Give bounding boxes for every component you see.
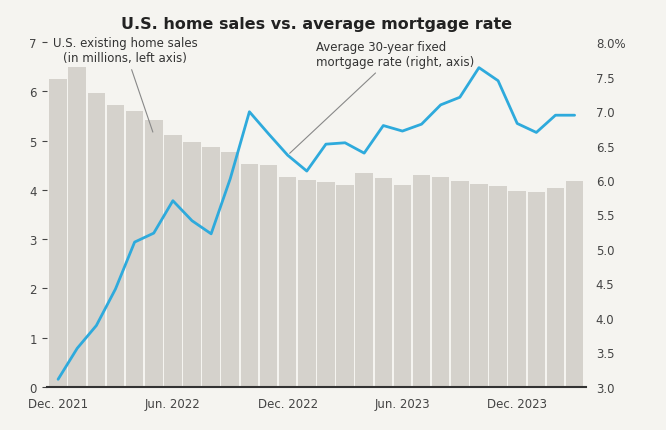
Bar — [298, 181, 316, 387]
Bar — [69, 68, 86, 387]
Bar — [451, 181, 469, 387]
Bar — [547, 189, 564, 387]
Bar — [490, 187, 507, 387]
Bar — [394, 185, 411, 387]
Bar — [279, 178, 296, 387]
Bar — [240, 164, 258, 387]
Bar — [527, 192, 545, 387]
Text: Average 30-year fixed
mortgage rate (right, axis): Average 30-year fixed mortgage rate (rig… — [290, 41, 475, 154]
Bar — [508, 192, 526, 387]
Bar — [87, 94, 105, 387]
Bar — [317, 183, 335, 387]
Bar — [145, 121, 163, 387]
Bar — [336, 185, 354, 387]
Bar — [222, 153, 239, 387]
Bar — [470, 184, 488, 387]
Bar — [260, 166, 277, 387]
Title: U.S. home sales vs. average mortgage rate: U.S. home sales vs. average mortgage rat… — [121, 17, 512, 32]
Bar — [126, 112, 143, 387]
Bar — [107, 106, 125, 387]
Bar — [356, 173, 373, 387]
Bar — [202, 147, 220, 387]
Bar — [413, 176, 430, 387]
Bar — [432, 177, 450, 387]
Bar — [164, 135, 182, 387]
Bar — [566, 181, 583, 387]
Text: U.S. existing home sales
(in millions, left axis): U.S. existing home sales (in millions, l… — [53, 37, 197, 133]
Bar — [49, 80, 67, 387]
Bar — [374, 178, 392, 387]
Bar — [183, 143, 201, 387]
